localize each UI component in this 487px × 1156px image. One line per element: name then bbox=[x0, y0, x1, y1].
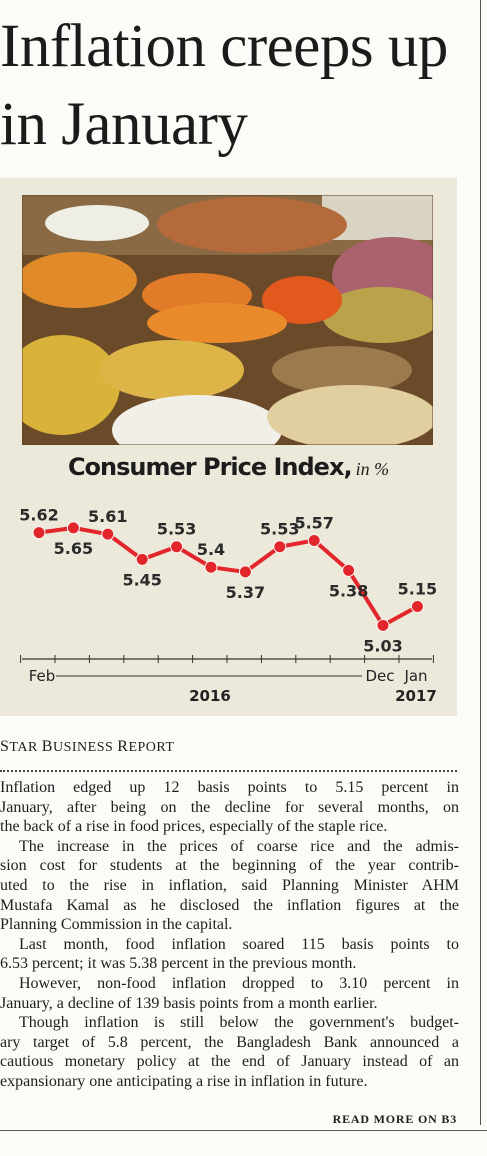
column-rule bbox=[480, 0, 481, 1125]
article-line: January, a decline of 139 basis points f… bbox=[0, 994, 378, 1012]
data-label: 5.57 bbox=[294, 513, 333, 532]
data-label: 5.62 bbox=[19, 506, 58, 525]
data-point bbox=[342, 563, 356, 577]
article-line: However, non-food inflation dropped to 3… bbox=[19, 974, 459, 992]
article-line: cautious monetary policy at the end of J… bbox=[0, 1053, 459, 1071]
article-line: Planning Commission in the capital. bbox=[0, 916, 233, 934]
read-more-link[interactable]: READ MORE ON B3 bbox=[332, 1112, 457, 1126]
article-line: Last month, food inflation soared 115 ba… bbox=[19, 935, 459, 953]
chart-title-text: Consumer Price Index, bbox=[67, 453, 353, 481]
data-label: 5.45 bbox=[122, 570, 161, 589]
article-line: the back of a rise in food prices, espec… bbox=[0, 818, 388, 836]
article-line: Though inflation is still below the gove… bbox=[19, 1014, 459, 1032]
market-spices-photo bbox=[22, 195, 433, 445]
year-label: 2016 bbox=[189, 687, 231, 705]
data-label: 5.53 bbox=[157, 520, 196, 539]
bottom-rule bbox=[0, 1130, 487, 1131]
data-label: 5.53 bbox=[260, 520, 299, 539]
x-tick-label: Jan bbox=[403, 667, 427, 685]
data-point bbox=[101, 527, 115, 541]
chart-unit: in % bbox=[355, 459, 390, 479]
headline: Inflation creeps up in January bbox=[0, 13, 448, 158]
dotted-divider bbox=[0, 770, 457, 772]
article-line: expansionary one anticipating a rise in … bbox=[0, 1072, 368, 1090]
data-label: 5.38 bbox=[329, 581, 368, 600]
byline: STAR BUSINESS REPORT bbox=[0, 738, 175, 755]
year-label: 2017 bbox=[395, 687, 437, 705]
data-point bbox=[32, 526, 46, 540]
data-point bbox=[238, 565, 252, 579]
data-point bbox=[376, 618, 390, 632]
x-tick-label: Dec bbox=[365, 667, 394, 685]
data-point bbox=[410, 600, 424, 614]
article-line: January, after being on the decline for … bbox=[0, 798, 459, 816]
data-point bbox=[307, 533, 321, 547]
article-body: Inflation edged up 12 basis points to 5.… bbox=[0, 778, 459, 1092]
data-point bbox=[204, 560, 218, 574]
data-point bbox=[273, 540, 287, 554]
data-point bbox=[135, 552, 149, 566]
chart-title: Consumer Price Index, in % bbox=[0, 453, 457, 481]
data-label: 5.65 bbox=[54, 539, 93, 558]
x-tick-label: Feb bbox=[29, 667, 56, 685]
data-point bbox=[170, 540, 184, 554]
data-label: 5.03 bbox=[363, 636, 402, 655]
article-line: Inflation edged up 12 basis points to 5.… bbox=[0, 779, 459, 796]
article-line: The increase in the prices of coarse ric… bbox=[19, 837, 459, 855]
data-label: 5.4 bbox=[197, 540, 225, 559]
article-line: Mustafa Kamal as he disclosed the inflat… bbox=[0, 896, 459, 914]
data-label: 5.15 bbox=[398, 580, 437, 599]
data-label: 5.61 bbox=[88, 507, 127, 526]
data-point bbox=[66, 521, 80, 535]
article-line: uted to the rise in inflation, said Plan… bbox=[0, 876, 459, 894]
article-line: sion cost for students at the beginning … bbox=[0, 857, 459, 875]
series-line bbox=[38, 525, 419, 628]
article-line: 6.53 percent; it was 5.38 percent in the… bbox=[0, 955, 357, 973]
data-label: 5.37 bbox=[226, 583, 265, 602]
article-line: ary target of 5.8 percent, the Banglades… bbox=[0, 1033, 459, 1051]
